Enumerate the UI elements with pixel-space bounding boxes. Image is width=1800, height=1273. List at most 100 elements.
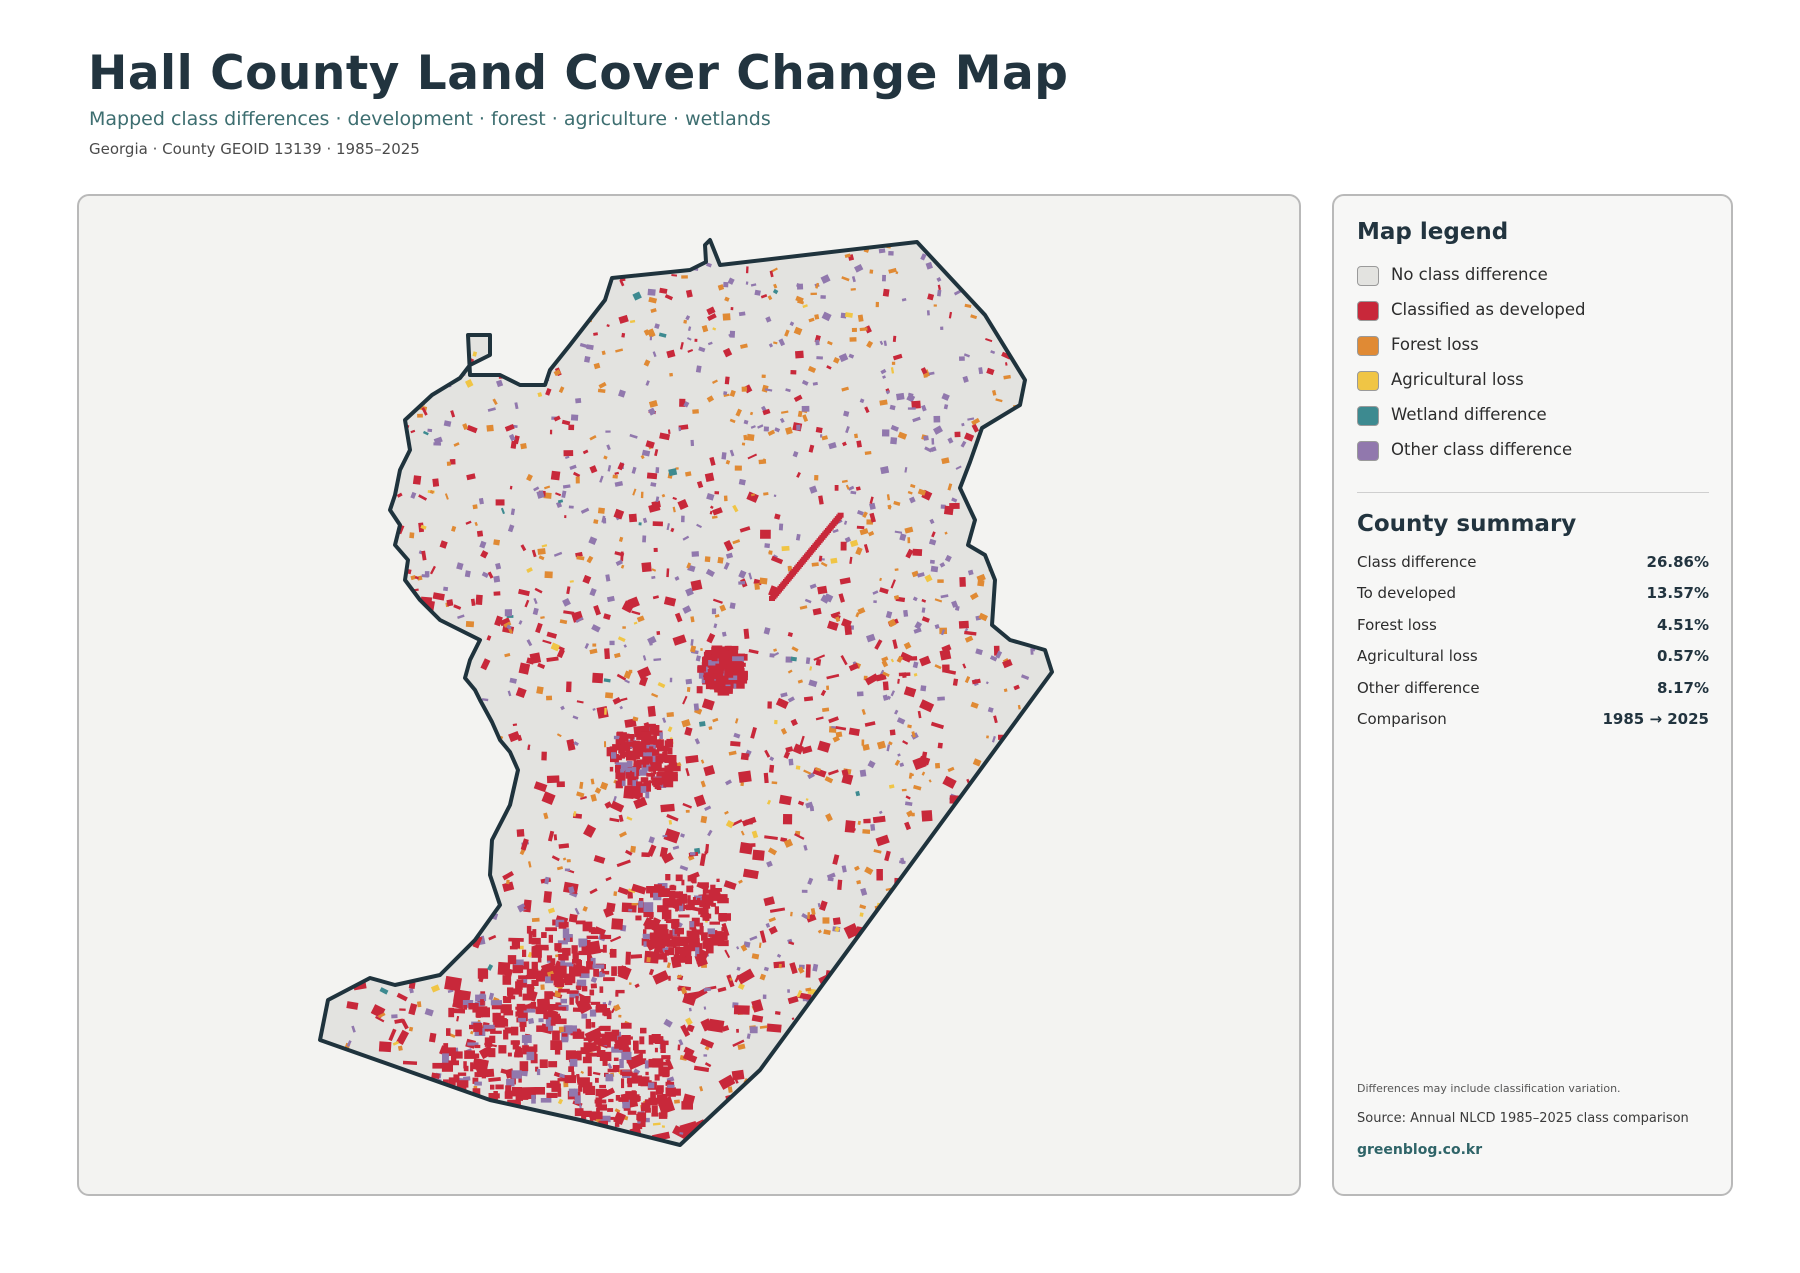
legend-item-no-difference: No class difference [1357,264,1717,299]
change-patch [972,758,982,767]
change-patch [691,551,700,557]
change-patch [630,845,636,853]
change-patch [359,873,369,882]
change-patch [590,794,597,802]
change-patch [767,847,778,856]
change-patch [542,639,552,645]
change-patch [399,1008,406,1011]
change-patch [607,464,612,472]
legend-item-wetland: Wetland difference [1357,404,1717,439]
change-patch [811,562,819,567]
change-patch [464,1050,475,1059]
county-map[interactable] [79,196,1301,1196]
change-patch [618,1036,629,1044]
change-patch [631,466,637,474]
change-patch [621,1022,632,1029]
change-patch [613,735,620,740]
change-patch [948,311,953,319]
change-patch [1000,242,1005,249]
change-patch [483,246,488,252]
change-patch [535,622,543,634]
change-patch [554,978,565,987]
change-patch [796,283,801,288]
site-credit[interactable]: greenblog.co.kr [1357,1142,1483,1158]
change-patch [1029,335,1037,343]
change-patch [998,963,1012,978]
map-panel[interactable]: N [77,194,1301,1196]
change-patch [804,598,812,604]
change-patch [947,917,957,926]
change-patch [1033,731,1040,739]
change-patch [595,1004,607,1013]
change-patch [346,862,355,872]
change-patch [606,747,615,757]
change-patch [481,290,486,296]
change-patch [781,545,790,552]
change-patch [341,606,349,613]
change-patch [503,621,512,628]
change-patch [557,499,564,504]
change-patch [682,1052,698,1064]
change-patch [420,648,428,655]
change-patch [967,569,974,576]
change-patch [807,1105,815,1114]
change-patch [1053,279,1060,287]
change-patch [961,422,965,427]
change-patch [644,1099,650,1103]
change-patch [424,571,430,577]
change-patch [640,1120,646,1127]
change-patch [797,800,805,806]
change-patch [844,253,851,258]
change-patch [1052,775,1055,780]
change-patch [469,762,477,771]
change-patch [565,1025,577,1034]
change-patch [1030,862,1038,872]
change-patch [427,784,434,792]
change-patch [497,1018,507,1023]
change-patch [974,1067,978,1074]
change-patch [574,1108,584,1117]
change-patch [359,358,365,364]
change-patch [789,321,795,327]
change-patch [541,751,547,761]
change-patch [725,552,734,559]
change-patch [768,917,776,923]
change-patch [600,1090,609,1096]
change-patch [884,914,893,922]
change-patch [795,533,801,541]
change-patch [662,933,671,944]
change-patch [549,295,560,305]
change-patch [480,935,485,941]
change-patch [912,548,923,556]
change-patch [949,899,964,910]
change-patch [894,759,901,766]
change-patch [435,787,442,794]
change-patch [328,932,338,941]
change-patch [944,531,948,535]
change-patch [851,327,857,332]
change-patch [700,907,706,914]
change-patch [674,899,683,906]
change-patch [617,462,625,471]
change-patch [920,1058,930,1066]
change-patch [363,813,368,816]
change-patch [704,805,712,812]
change-patch [639,1053,643,1063]
summary-value: 1985 → 2025 [1602,709,1709,728]
change-patch [535,1066,539,1072]
change-patch [1039,413,1045,416]
change-patch [824,1110,843,1128]
change-patch [807,877,814,885]
change-patch [665,919,677,924]
change-patch [463,1065,469,1072]
change-patch [848,353,855,359]
change-patch [677,1044,681,1051]
change-patch [746,491,759,503]
change-patch [828,442,837,450]
change-patch [472,1131,486,1141]
change-patch [786,1117,793,1124]
change-patch [674,576,680,581]
change-patch [343,843,349,853]
change-patch [562,857,567,861]
change-patch [985,1079,1002,1088]
